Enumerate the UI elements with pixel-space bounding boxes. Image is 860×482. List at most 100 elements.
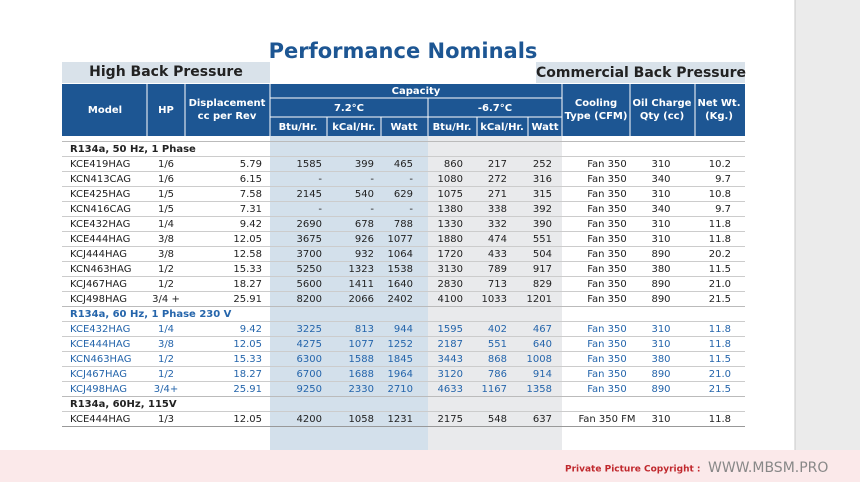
cell: 3700 [297, 249, 322, 260]
cell: KCE432HAG [70, 324, 130, 335]
cell: 310 [651, 159, 670, 170]
cell: 1330 [438, 219, 463, 230]
cell: 340 [651, 174, 670, 185]
column-header: Qty (cc) [640, 111, 684, 122]
cell: 310 [651, 414, 670, 425]
column-header: Oil Charge [633, 98, 692, 109]
column-header: cc per Rev [198, 111, 257, 122]
cell: 713 [488, 279, 507, 290]
cell: 890 [651, 294, 670, 305]
cell: 640 [533, 339, 552, 350]
cell: 788 [394, 219, 413, 230]
cell: 21.5 [709, 294, 731, 305]
cell: 12.58 [233, 249, 262, 260]
cell: 474 [488, 234, 507, 245]
cell: 11.5 [709, 354, 731, 365]
cell: 1167 [482, 384, 507, 395]
cell: 3120 [438, 369, 463, 380]
cell: 310 [651, 339, 670, 350]
cell: 15.33 [233, 354, 262, 365]
cell: 2690 [297, 219, 322, 230]
cell: 217 [488, 159, 507, 170]
cell: 1/2 [158, 279, 174, 290]
cell: 2402 [388, 294, 413, 305]
cell: 12.05 [233, 234, 262, 245]
cell: 1201 [527, 294, 552, 305]
cell: 2330 [349, 384, 374, 395]
cell: 3/4+ [154, 384, 178, 395]
cell: 1231 [388, 414, 413, 425]
label-box [62, 62, 270, 83]
column-shade [270, 84, 428, 450]
cell: 1380 [438, 204, 463, 215]
cell: 1/4 [158, 324, 174, 335]
cell: 917 [533, 264, 552, 275]
label-box [536, 62, 745, 83]
cell: 1964 [388, 369, 413, 380]
cell: 9250 [297, 384, 322, 395]
cell: 1/2 [158, 354, 174, 365]
cell: 4275 [297, 339, 322, 350]
site: WWW.MBSM.PRO [708, 460, 828, 476]
cell: 1064 [388, 249, 413, 260]
cell: Fan 350 [587, 174, 627, 185]
cell: 1/6 [158, 159, 174, 170]
cell: 465 [394, 159, 413, 170]
cell: 380 [651, 264, 670, 275]
cell: 2066 [349, 294, 374, 305]
cell: 944 [394, 324, 413, 335]
subgroup-header: -6.7°C [478, 103, 512, 114]
cell: 4633 [438, 384, 463, 395]
cell: KCJ498HAG [70, 294, 127, 305]
cell: 2710 [388, 384, 413, 395]
cell: 1323 [349, 264, 374, 275]
cell: 21.0 [709, 279, 731, 290]
cell: 12.05 [233, 414, 262, 425]
cell: 1077 [388, 234, 413, 245]
cell: 932 [355, 249, 374, 260]
cell: 548 [488, 414, 507, 425]
cell: 25.91 [233, 294, 262, 305]
cell: - [370, 174, 374, 185]
cell: 10.2 [709, 159, 731, 170]
column-header: Type (CFM) [565, 111, 628, 122]
cell: Fan 350 [587, 264, 627, 275]
cell: 402 [488, 324, 507, 335]
cell: 11.8 [709, 234, 731, 245]
cell: KCJ444HAG [70, 249, 127, 260]
cell: 890 [651, 369, 670, 380]
cell: 15.33 [233, 264, 262, 275]
cell: 2175 [438, 414, 463, 425]
cell: 926 [355, 234, 374, 245]
unit-header: Btu/Hr. [433, 122, 472, 133]
cell: 6700 [297, 369, 322, 380]
cell: KCE432HAG [70, 219, 130, 230]
cell: 829 [533, 279, 552, 290]
cell: 433 [488, 249, 507, 260]
cell: 1/4 [158, 219, 174, 230]
cell: 1252 [388, 339, 413, 350]
cell: Fan 350 [587, 369, 627, 380]
cell: 1/6 [158, 174, 174, 185]
cell: 3/8 [158, 249, 174, 260]
cell: 11.5 [709, 264, 731, 275]
column-header: Model [88, 105, 122, 116]
unit-header: Watt [532, 122, 559, 133]
unit-header: kCal/Hr. [332, 122, 376, 133]
cell: 5600 [297, 279, 322, 290]
cell: Fan 350 [587, 249, 627, 260]
cell: 3443 [438, 354, 463, 365]
unit-header: Watt [391, 122, 418, 133]
cell: 1640 [388, 279, 413, 290]
cell: 1358 [527, 384, 552, 395]
cell: - [318, 174, 322, 185]
side-margin [795, 0, 860, 450]
cell: 6.15 [240, 174, 262, 185]
cell: 252 [533, 159, 552, 170]
copyright: Private Picture Copyright : [565, 465, 701, 475]
cell: 7.58 [240, 189, 262, 200]
cell: 1845 [388, 354, 413, 365]
column-header: Displacement [189, 98, 266, 109]
cell: KCE419HAG [70, 159, 130, 170]
cell: 4100 [438, 294, 463, 305]
